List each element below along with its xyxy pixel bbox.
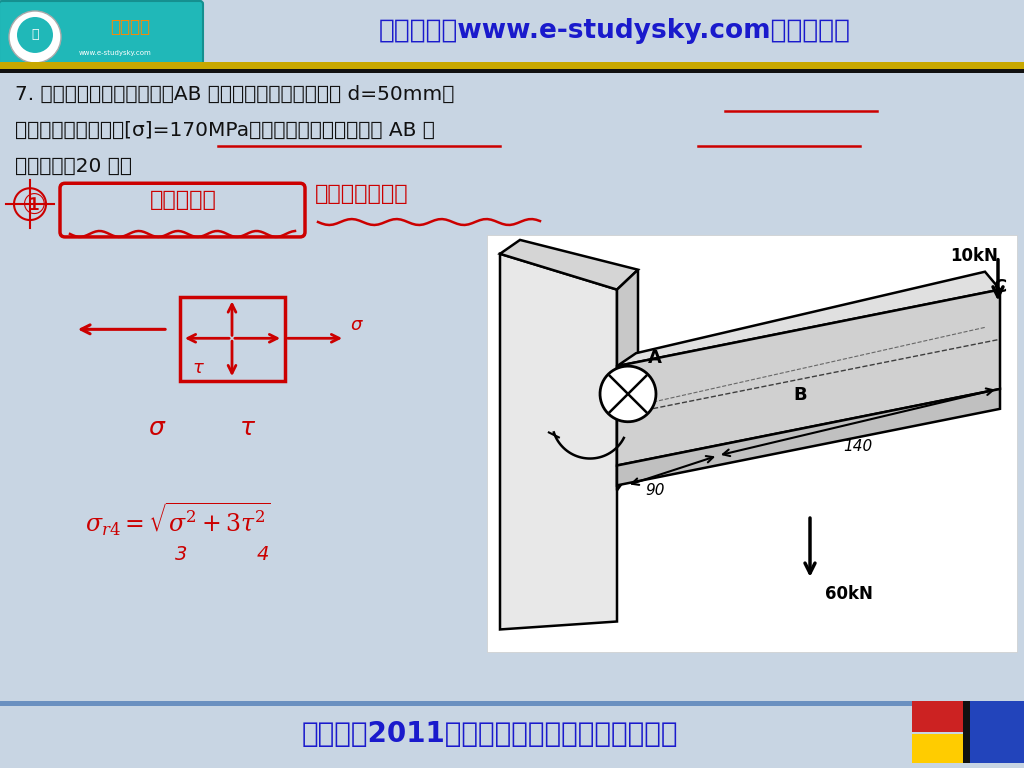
Bar: [180, 296, 285, 381]
Polygon shape: [500, 253, 617, 630]
Text: ①: ①: [22, 192, 47, 220]
Text: 武汉大学2011年《材料力学》考研真题与详解: 武汉大学2011年《材料力学》考研真题与详解: [302, 720, 678, 748]
Text: 网学天地: 网学天地: [110, 18, 150, 36]
Bar: [0, 701, 1024, 706]
Bar: [968, 701, 1024, 763]
Bar: [912, 734, 967, 763]
Text: A: A: [648, 349, 662, 367]
Circle shape: [17, 17, 53, 53]
Text: σ: σ: [148, 415, 164, 440]
Polygon shape: [600, 366, 656, 422]
Text: www.e-studysky.com: www.e-studysky.com: [79, 50, 152, 56]
Polygon shape: [617, 272, 1000, 366]
Text: 7. 直角拐受力如题图所示，AB 段为实心圆截面，其直径 d=50mm，: 7. 直角拐受力如题图所示，AB 段为实心圆截面，其直径 d=50mm，: [15, 85, 455, 104]
Bar: [487, 235, 1017, 652]
Text: 60kN: 60kN: [825, 584, 872, 603]
Text: B: B: [793, 386, 807, 404]
Text: σ: σ: [350, 316, 361, 334]
Circle shape: [9, 11, 61, 63]
Bar: [0, 69, 1024, 73]
Text: 90: 90: [645, 483, 665, 498]
Text: τ: τ: [240, 415, 255, 440]
Bar: [963, 701, 970, 763]
Text: 控支扭耦合: 控支扭耦合: [150, 190, 216, 210]
Text: 网学天地（www.e-studysky.com）版权所有: 网学天地（www.e-studysky.com）版权所有: [379, 18, 851, 44]
Text: 10kN: 10kN: [950, 247, 997, 265]
Bar: [0, 62, 1024, 73]
Text: 140: 140: [844, 439, 872, 454]
Text: C: C: [993, 278, 1007, 296]
Text: 4: 4: [257, 545, 269, 564]
Text: $\sigma_{r4}=\sqrt{\sigma^2+3\tau^2}$: $\sigma_{r4}=\sqrt{\sigma^2+3\tau^2}$: [85, 500, 270, 538]
Polygon shape: [617, 290, 1000, 465]
Text: 复合力状态分析: 复合力状态分析: [315, 184, 409, 204]
Text: τ: τ: [193, 359, 203, 377]
FancyBboxPatch shape: [0, 1, 203, 72]
Polygon shape: [500, 240, 638, 290]
Polygon shape: [617, 270, 638, 490]
Bar: [912, 701, 967, 732]
Text: 网: 网: [32, 28, 39, 41]
Text: 3: 3: [175, 545, 187, 564]
Text: 已知材料的许用应力[σ]=170MPa，试按第四强度理论校核 AB 杆: 已知材料的许用应力[σ]=170MPa，试按第四强度理论校核 AB 杆: [15, 121, 435, 140]
Text: 的强度。（20 分）: 的强度。（20 分）: [15, 157, 132, 175]
Polygon shape: [617, 389, 1000, 485]
